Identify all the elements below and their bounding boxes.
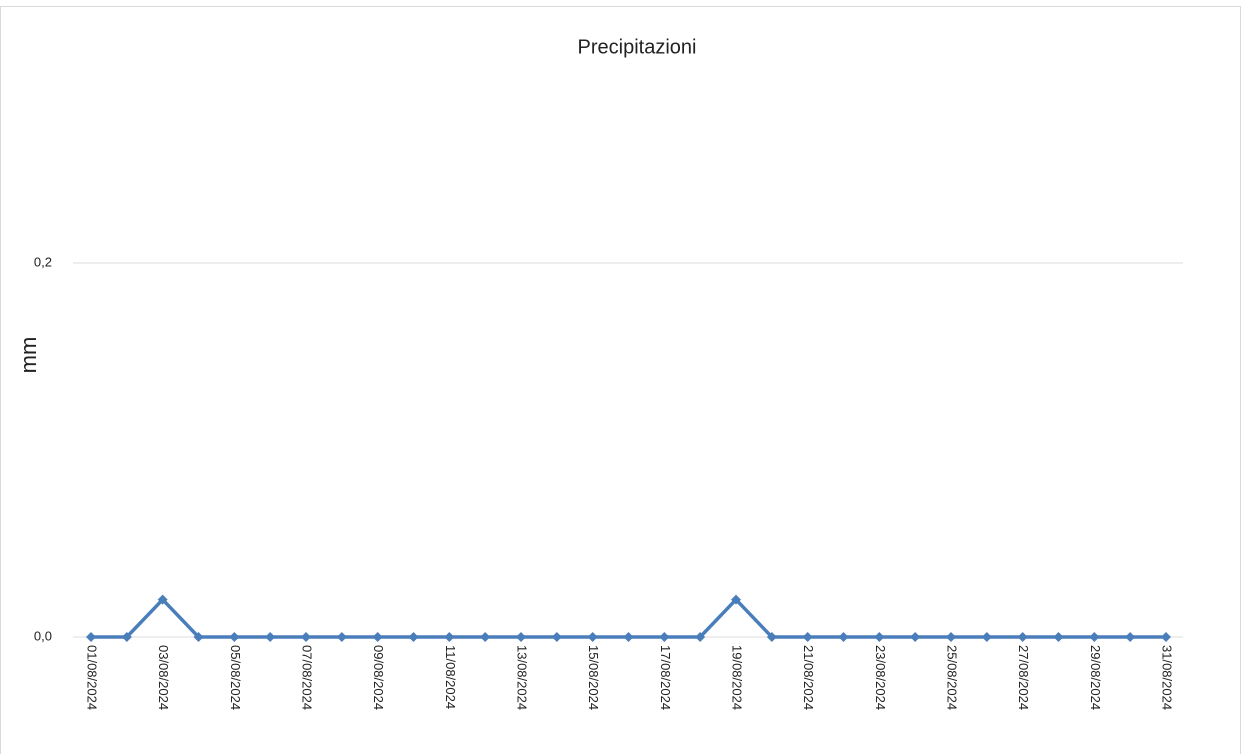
- x-tick-label: 27/08/2024: [1016, 645, 1031, 710]
- x-tick-label: 09/08/2024: [371, 645, 386, 710]
- chart-border: [0, 6, 1241, 754]
- y-tick-label: 0,0: [34, 628, 52, 643]
- x-tick-label: 07/08/2024: [300, 645, 315, 710]
- marker: [838, 632, 849, 642]
- chart-title: Precipitazioni: [578, 36, 697, 58]
- marker: [1125, 632, 1136, 642]
- marker: [695, 632, 706, 642]
- marker: [157, 594, 168, 605]
- marker: [516, 632, 526, 642]
- x-tick-label: 15/08/2024: [586, 645, 601, 710]
- marker: [874, 632, 885, 642]
- y-tick-label: 0,2: [34, 254, 52, 269]
- marker: [1053, 632, 1064, 642]
- marker: [551, 632, 562, 642]
- y-axis-label: mm: [16, 337, 41, 374]
- marker: [766, 632, 777, 642]
- marker: [659, 632, 670, 642]
- marker: [193, 632, 204, 642]
- x-tick-label: 11/08/2024: [443, 645, 458, 709]
- marker: [946, 632, 956, 642]
- marker: [121, 632, 132, 642]
- x-tick-label: 19/08/2024: [730, 645, 745, 710]
- marker: [336, 632, 347, 642]
- x-tick-label: 03/08/2024: [156, 645, 171, 710]
- x-tick-label: 13/08/2024: [515, 645, 530, 710]
- marker: [372, 632, 383, 642]
- marker: [731, 594, 741, 605]
- marker: [480, 632, 491, 642]
- x-tick-label: 25/08/2024: [945, 645, 960, 710]
- x-tick-label: 21/08/2024: [801, 645, 816, 710]
- marker: [910, 632, 921, 642]
- marker: [86, 632, 96, 642]
- x-tick-label: 17/08/2024: [658, 645, 673, 710]
- x-tick-label: 05/08/2024: [228, 645, 243, 710]
- x-tick-label: 31/08/2024: [1160, 645, 1175, 710]
- x-tick-label: 23/08/2024: [873, 645, 888, 710]
- marker: [623, 632, 634, 642]
- marker: [265, 632, 276, 642]
- marker: [981, 632, 992, 642]
- marker: [1089, 632, 1100, 642]
- x-tick-label: 29/08/2024: [1088, 645, 1103, 710]
- marker: [587, 632, 598, 642]
- x-tick-label: 01/08/2024: [85, 645, 100, 710]
- marker: [301, 632, 311, 642]
- marker: [444, 632, 455, 642]
- marker: [1017, 632, 1028, 642]
- marker: [1161, 632, 1171, 642]
- marker: [802, 632, 813, 642]
- marker: [408, 632, 419, 642]
- line: [91, 597, 1166, 639]
- marker: [229, 632, 240, 642]
